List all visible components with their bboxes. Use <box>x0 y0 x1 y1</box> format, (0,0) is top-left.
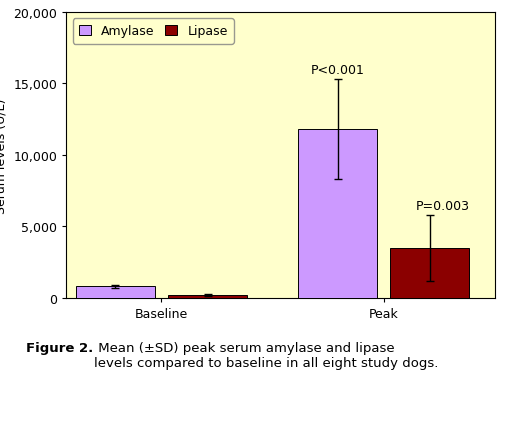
Bar <box>389 248 468 298</box>
Bar <box>297 130 377 298</box>
Bar <box>76 287 155 298</box>
Text: Mean (±SD) peak serum amylase and lipase
levels compared to baseline in all eigh: Mean (±SD) peak serum amylase and lipase… <box>94 341 438 369</box>
Bar <box>167 295 247 298</box>
Y-axis label: Serum levels (U/L): Serum levels (U/L) <box>0 98 8 213</box>
Text: P=0.003: P=0.003 <box>414 200 468 213</box>
Text: Figure 2.: Figure 2. <box>25 341 93 354</box>
Legend: Amylase, Lipase: Amylase, Lipase <box>72 19 234 44</box>
Text: P<0.001: P<0.001 <box>310 64 364 77</box>
